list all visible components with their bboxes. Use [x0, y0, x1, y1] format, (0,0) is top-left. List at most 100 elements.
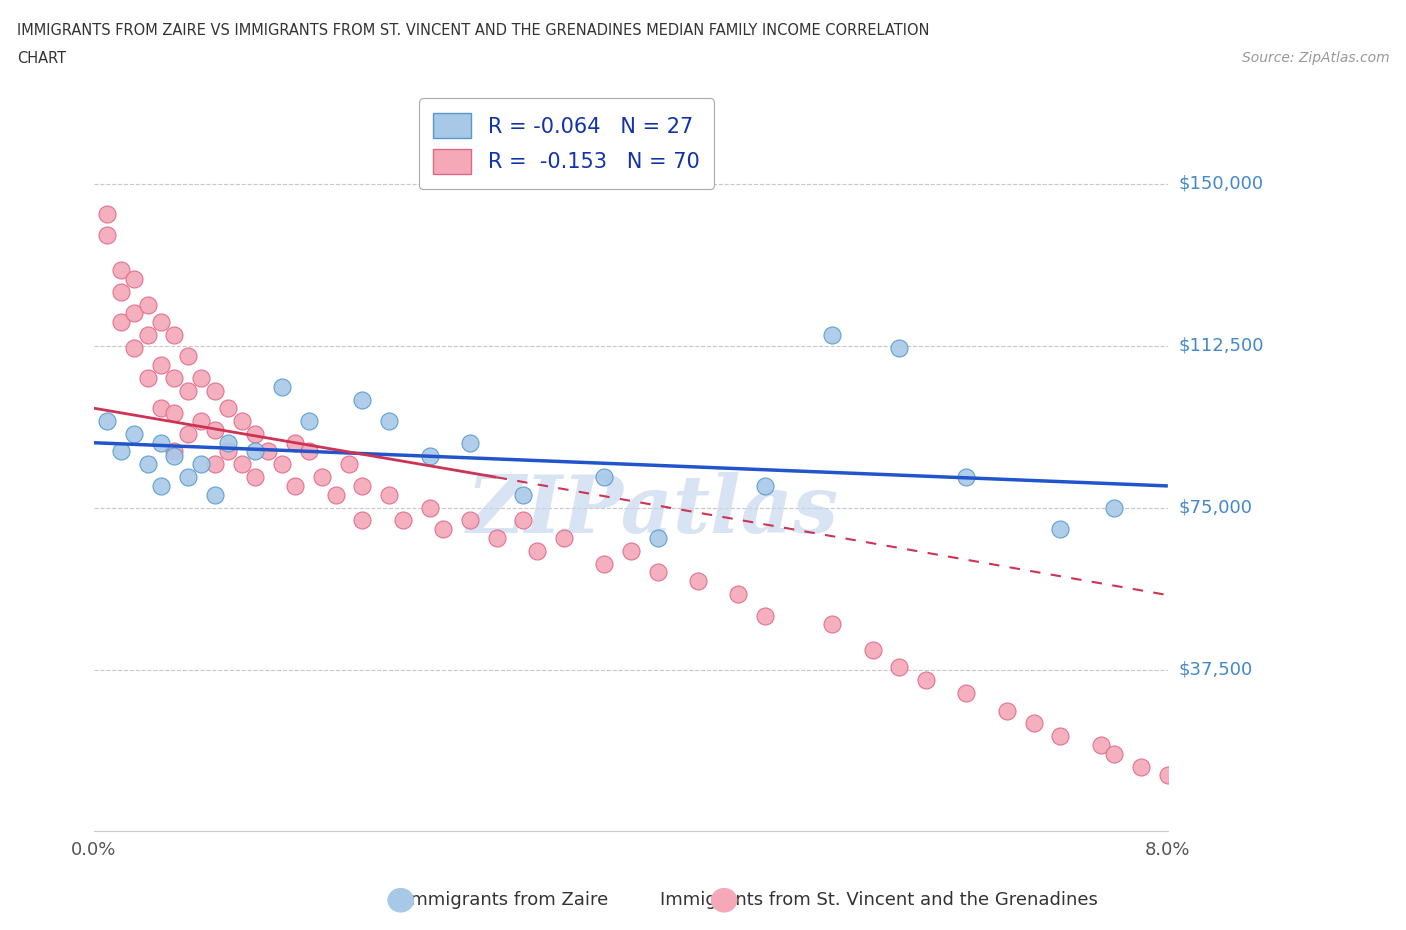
Point	[110, 314, 132, 329]
Point	[136, 297, 159, 312]
Point	[647, 530, 669, 545]
Text: IMMIGRANTS FROM ZAIRE VS IMMIGRANTS FROM ST. VINCENT AND THE GRENADINES MEDIAN F: IMMIGRANTS FROM ZAIRE VS IMMIGRANTS FROM…	[17, 23, 929, 38]
Point	[311, 470, 333, 485]
Point	[177, 383, 200, 398]
Point	[458, 435, 481, 450]
Text: $37,500: $37,500	[1180, 660, 1253, 679]
Point	[1049, 729, 1071, 744]
Point	[1157, 768, 1180, 783]
Point	[204, 487, 226, 502]
Point	[231, 457, 253, 472]
Point	[1090, 737, 1112, 752]
Text: Immigrants from Zaire: Immigrants from Zaire	[405, 891, 607, 910]
Point	[889, 660, 911, 675]
Legend: R = -0.064   N = 27, R =  -0.153   N = 70: R = -0.064 N = 27, R = -0.153 N = 70	[419, 99, 714, 189]
Point	[150, 357, 173, 372]
Point	[821, 617, 844, 631]
Point	[150, 401, 173, 416]
Point	[686, 574, 709, 589]
Point	[136, 327, 159, 342]
Point	[163, 405, 186, 420]
Point	[110, 444, 132, 458]
Point	[110, 262, 132, 277]
Point	[163, 444, 186, 458]
Point	[298, 444, 321, 458]
Point	[526, 543, 548, 558]
Point	[136, 370, 159, 385]
Point	[1049, 522, 1071, 537]
Point	[270, 457, 292, 472]
Point	[243, 427, 266, 442]
Point	[553, 530, 575, 545]
Point	[337, 457, 360, 472]
Point	[727, 587, 749, 602]
Point	[325, 487, 347, 502]
Point	[1130, 759, 1153, 774]
Point	[217, 435, 239, 450]
Point	[177, 427, 200, 442]
Point	[458, 513, 481, 528]
Point	[217, 401, 239, 416]
Point	[136, 457, 159, 472]
Point	[378, 487, 401, 502]
Point	[418, 448, 440, 463]
Point	[122, 340, 145, 355]
Point	[163, 370, 186, 385]
Point	[620, 543, 643, 558]
Point	[190, 370, 212, 385]
Text: $150,000: $150,000	[1180, 175, 1264, 193]
Point	[418, 500, 440, 515]
Point	[378, 414, 401, 429]
Point	[485, 530, 508, 545]
Point	[1102, 500, 1125, 515]
Point	[298, 414, 321, 429]
Point	[243, 444, 266, 458]
Point	[1022, 716, 1045, 731]
Point	[150, 314, 173, 329]
Point	[754, 479, 776, 494]
Point	[862, 643, 884, 658]
Point	[889, 340, 911, 355]
Text: ZIPatlas: ZIPatlas	[467, 472, 838, 550]
Point	[190, 457, 212, 472]
Point	[122, 306, 145, 321]
Point	[1184, 781, 1206, 796]
Point	[163, 448, 186, 463]
Point	[96, 228, 118, 243]
Point	[243, 470, 266, 485]
Point	[821, 327, 844, 342]
Text: $112,500: $112,500	[1180, 337, 1264, 354]
Point	[955, 685, 977, 700]
Text: $75,000: $75,000	[1180, 498, 1253, 516]
Point	[512, 513, 534, 528]
Point	[352, 513, 374, 528]
Point	[593, 470, 616, 485]
Point	[647, 565, 669, 579]
Point	[163, 327, 186, 342]
Point	[432, 522, 454, 537]
Point	[512, 487, 534, 502]
Point	[352, 479, 374, 494]
Point	[593, 556, 616, 571]
Text: Immigrants from St. Vincent and the Grenadines: Immigrants from St. Vincent and the Gren…	[659, 891, 1098, 910]
Point	[96, 206, 118, 221]
Point	[150, 479, 173, 494]
Point	[955, 470, 977, 485]
Text: Source: ZipAtlas.com: Source: ZipAtlas.com	[1241, 51, 1389, 65]
Point	[915, 673, 938, 688]
Point	[257, 444, 280, 458]
Point	[231, 414, 253, 429]
Point	[110, 285, 132, 299]
Point	[284, 479, 307, 494]
Point	[284, 435, 307, 450]
Point	[122, 272, 145, 286]
Point	[96, 414, 118, 429]
Point	[217, 444, 239, 458]
Text: CHART: CHART	[17, 51, 66, 66]
Point	[754, 608, 776, 623]
Point	[204, 383, 226, 398]
Point	[995, 703, 1018, 718]
Point	[352, 392, 374, 407]
Point	[122, 427, 145, 442]
Point	[204, 422, 226, 437]
